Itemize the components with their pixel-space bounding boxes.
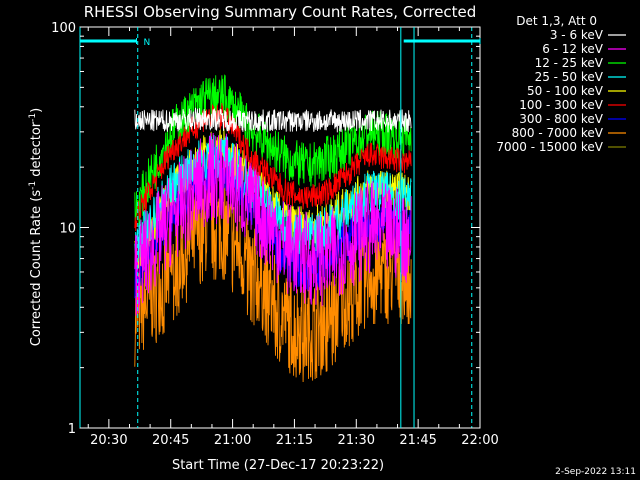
- legend-entry-label: 7000 - 15000 keV: [496, 140, 603, 154]
- y-axis-label-mid: detector: [29, 121, 44, 181]
- y-tick-label: 100: [51, 21, 76, 36]
- x-tick-label: 21:45: [399, 433, 436, 448]
- legend-entry-label: 6 - 12 keV: [542, 42, 604, 56]
- x-tick-label: 22:00: [461, 433, 498, 448]
- x-tick-label: 20:45: [152, 433, 189, 448]
- series-line-5: [134, 102, 412, 232]
- legend-entry-label: 800 - 7000 keV: [512, 126, 604, 140]
- legend-entry-label: 300 - 800 keV: [519, 112, 603, 126]
- x-tick-label: 21:00: [214, 433, 251, 448]
- y-axis-label-main: Corrected Count Rate (s: [29, 190, 44, 347]
- x-axis-label: Start Time (27-Dec-17 20:23:22): [172, 458, 384, 473]
- y-axis-label-end: ): [29, 108, 44, 113]
- legend-header: Det 1,3, Att 0: [516, 14, 597, 28]
- y-axis-label-sup2: -1: [28, 113, 38, 122]
- legend-entry-label: 50 - 100 keV: [527, 84, 604, 98]
- y-tick-label: 10: [59, 222, 76, 237]
- chart-title: RHESSI Observing Summary Count Rates, Co…: [84, 3, 477, 21]
- y-axis-label: Corrected Count Rate (s-1 detector-1): [28, 108, 44, 346]
- x-tick-label: 21:30: [338, 433, 375, 448]
- x-tick-label: 20:30: [90, 433, 127, 448]
- legend-entry-label: 12 - 25 keV: [535, 56, 604, 70]
- legend-entry-label: 100 - 300 keV: [519, 98, 603, 112]
- axis-ticks: 20:30 20:45 21:00 21:15 21:30 21:45 22:00 1 10 10…: [51, 21, 499, 448]
- series-line-3: [134, 135, 412, 259]
- series-layer: [134, 74, 412, 383]
- x-tick-label: 21:15: [276, 433, 313, 448]
- legend-entry-label: 3 - 6 keV: [550, 28, 604, 42]
- series-line-7: [134, 180, 412, 383]
- series-line-0: [134, 107, 412, 133]
- series-line-1: [134, 132, 412, 316]
- y-axis-label-sup1: -1: [28, 181, 38, 190]
- night-bar-label: N: [143, 38, 150, 48]
- legend-entry-label: 25 - 50 keV: [535, 70, 604, 84]
- footer-timestamp: 2-Sep-2022 13:11: [555, 467, 636, 477]
- y-tick-label: 1: [68, 422, 76, 437]
